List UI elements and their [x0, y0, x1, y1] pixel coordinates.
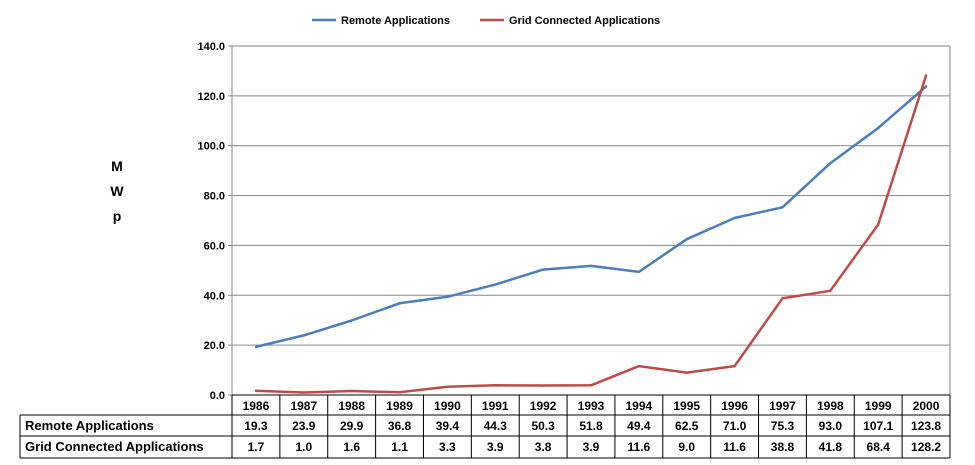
data-point-grid-connected-applications [637, 364, 641, 368]
table-cell-remote-applications: 123.8 [911, 419, 941, 433]
table-cell-remote-applications: 50.3 [531, 419, 555, 433]
table-cell-grid-connected-applications: 3.8 [535, 440, 552, 454]
y-tick-label: 140.0 [197, 41, 225, 53]
data-point-remote-applications [733, 216, 736, 220]
data-point-remote-applications [541, 268, 545, 271]
data-point-remote-applications [637, 270, 641, 274]
legend-label-remote-applications: Remote Applications [341, 15, 450, 27]
table-cell-grid-connected-applications: 68.4 [867, 440, 891, 454]
data-point-grid-connected-applications [541, 384, 545, 387]
table-cell-remote-applications: 29.9 [340, 419, 364, 433]
table-cell-remote-applications: 93.0 [819, 419, 843, 433]
table-cell-remote-applications: 62.5 [675, 419, 699, 433]
data-point-grid-connected-applications [398, 391, 401, 394]
data-point-remote-applications [494, 283, 497, 286]
x-category-label: 1989 [386, 399, 413, 413]
y-axis-label-letter: p [113, 208, 122, 224]
x-category-label: 1992 [530, 399, 557, 413]
data-point-remote-applications [877, 126, 880, 130]
table-row-label-remote-applications: Remote Applications [25, 418, 154, 433]
y-tick-label: 0.0 [210, 390, 225, 402]
data-point-grid-connected-applications [494, 384, 497, 387]
table-cell-grid-connected-applications: 1.6 [343, 440, 360, 454]
table-cell-grid-connected-applications: 3.3 [439, 440, 456, 454]
x-category-label: 1994 [626, 399, 653, 413]
data-point-grid-connected-applications [685, 371, 688, 374]
table-cell-grid-connected-applications: 3.9 [583, 440, 600, 454]
data-point-remote-applications [446, 295, 449, 298]
table-cell-grid-connected-applications: 11.6 [628, 440, 651, 454]
table-cell-remote-applications: 19.3 [244, 419, 268, 433]
data-point-grid-connected-applications [829, 289, 832, 292]
x-category-label: 1986 [243, 399, 270, 413]
table-cell-remote-applications: 23.9 [292, 419, 316, 433]
x-category-label: 2000 [913, 399, 940, 413]
x-category-label: 1990 [434, 399, 461, 413]
table-cell-grid-connected-applications: 9.0 [678, 440, 695, 454]
table-cell-remote-applications: 75.3 [771, 419, 795, 433]
x-category-label: 1998 [817, 399, 844, 413]
x-category-label: 1991 [482, 399, 509, 413]
table-cell-remote-applications: 71.0 [723, 419, 747, 433]
x-category-label: 1995 [673, 399, 700, 413]
data-point-remote-applications [829, 161, 832, 165]
table-cell-grid-connected-applications: 41.8 [819, 440, 843, 454]
data-point-remote-applications [302, 334, 305, 337]
x-category-label: 1987 [290, 399, 317, 413]
data-point-grid-connected-applications [350, 389, 353, 393]
x-category-label: 1999 [865, 399, 892, 413]
y-tick-label: 100.0 [197, 141, 225, 153]
y-axis-label-letter: W [110, 183, 124, 199]
gridlines [232, 45, 950, 346]
table-cell-grid-connected-applications: 1.1 [391, 440, 408, 454]
data-point-grid-connected-applications [877, 223, 880, 226]
y-axis-ticks: 0.0 20.0 40.0 60.0 80.0 100.0 120.0 140.0 [197, 41, 232, 402]
x-category-label: 1993 [578, 399, 605, 413]
data-point-grid-connected-applications [733, 364, 736, 368]
table-cell-grid-connected-applications: 1.7 [248, 440, 265, 454]
legend: Remote Applications Grid Connected Applic… [312, 15, 660, 27]
legend-label-grid-connected-applications: Grid Connected Applications [509, 15, 660, 27]
data-point-grid-connected-applications [781, 297, 784, 300]
table-cell-remote-applications: 36.8 [388, 419, 412, 433]
plot-frame [231, 46, 951, 395]
table-cell-remote-applications: 51.8 [579, 419, 603, 433]
data-point-remote-applications [254, 345, 258, 349]
data-point-remote-applications [350, 319, 353, 322]
table-cell-grid-connected-applications: 38.8 [771, 440, 795, 454]
table-row-label-grid-connected-applications: Grid Connected Applications [25, 439, 204, 454]
table-cell-remote-applications: 44.3 [484, 419, 508, 433]
data-point-grid-connected-applications [302, 391, 305, 394]
data-point-grid-connected-applications [254, 389, 258, 392]
x-category-label: 1997 [769, 399, 796, 413]
x-category-label: 1988 [338, 399, 365, 413]
table-cell-grid-connected-applications: 11.6 [723, 440, 746, 454]
table-cell-remote-applications: 107.1 [863, 419, 893, 433]
data-point-remote-applications [685, 237, 688, 241]
y-tick-label: 40.0 [204, 290, 225, 302]
y-tick-label: 120.0 [197, 91, 225, 103]
data-point-grid-connected-applications [446, 385, 449, 388]
data-point-remote-applications [924, 85, 928, 88]
table-cell-grid-connected-applications: 128.2 [911, 440, 941, 454]
y-tick-label: 20.0 [204, 340, 225, 352]
table-cell-remote-applications: 49.4 [627, 419, 651, 433]
data-point-grid-connected-applications [924, 74, 928, 77]
series-lines [254, 74, 928, 394]
data-point-remote-applications [398, 302, 401, 305]
y-tick-label: 60.0 [204, 240, 225, 252]
data-point-remote-applications [589, 264, 593, 268]
data-table: 1986 1987 1988 1989 1990 1991 1992 1993 1994 1995… [19, 394, 951, 459]
table-cell-remote-applications: 39.4 [436, 419, 460, 433]
table-cell-grid-connected-applications: 1.0 [295, 440, 312, 454]
data-point-grid-connected-applications [589, 384, 593, 387]
y-axis-label: MWp [110, 158, 124, 224]
x-category-label: 1996 [721, 399, 748, 413]
table-cell-grid-connected-applications: 3.9 [487, 440, 504, 454]
y-axis-label-letter: M [111, 158, 123, 174]
data-point-remote-applications [781, 206, 784, 209]
y-tick-label: 80.0 [204, 191, 225, 203]
